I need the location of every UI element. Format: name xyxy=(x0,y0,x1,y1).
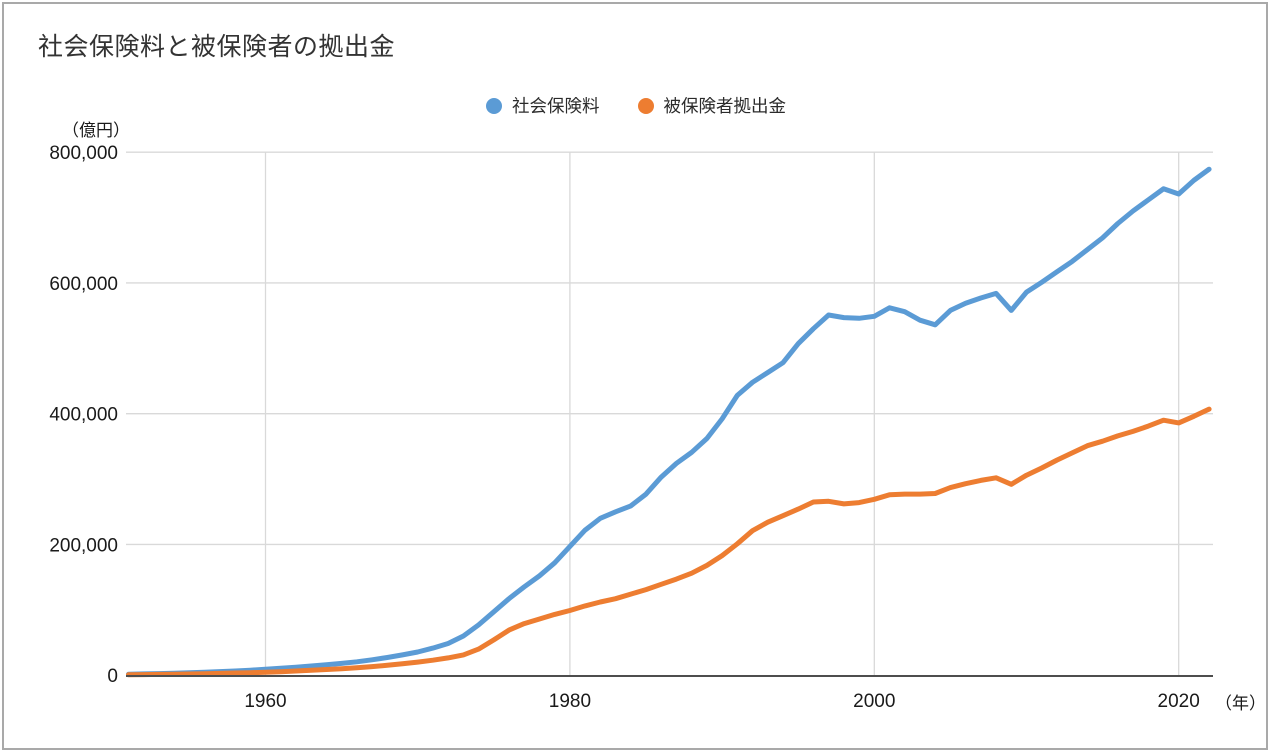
legend-item-label: 社会保険料 xyxy=(512,96,600,116)
y-tick-label-600000: 600,000 xyxy=(49,274,118,295)
y-axis-unit-label: （億円） xyxy=(62,121,130,140)
social-insurance-premiums-line xyxy=(126,166,1212,677)
insured-contributions-line xyxy=(126,406,1212,678)
y-tick-label-0: 0 xyxy=(107,666,118,687)
legend: 社会保険料 被保険者拠出金 xyxy=(0,93,1272,118)
x-tick-label-2000: 2000 xyxy=(853,691,895,712)
x-axis-unit-label: （年） xyxy=(1215,694,1266,713)
x-tick-label-1980: 1980 xyxy=(549,691,591,712)
y-tick-label-800000: 800,000 xyxy=(49,143,118,164)
x-tick-label-1960: 1960 xyxy=(244,691,286,712)
y-tick-label-400000: 400,000 xyxy=(49,405,118,426)
legend-dot-icon xyxy=(637,97,654,114)
y-tick-label-200000: 200,000 xyxy=(49,535,118,556)
x-tick-label-2020: 2020 xyxy=(1158,691,1200,712)
chart-title: 社会保険料と被保険者の拠出金 xyxy=(38,33,396,61)
legend-item-premiums: 社会保険料 xyxy=(486,93,600,118)
legend-dot-icon xyxy=(486,97,502,114)
legend-item-label: 被保険者拠出金 xyxy=(663,96,787,116)
legend-item-contributions: 被保険者拠出金 xyxy=(637,93,787,118)
